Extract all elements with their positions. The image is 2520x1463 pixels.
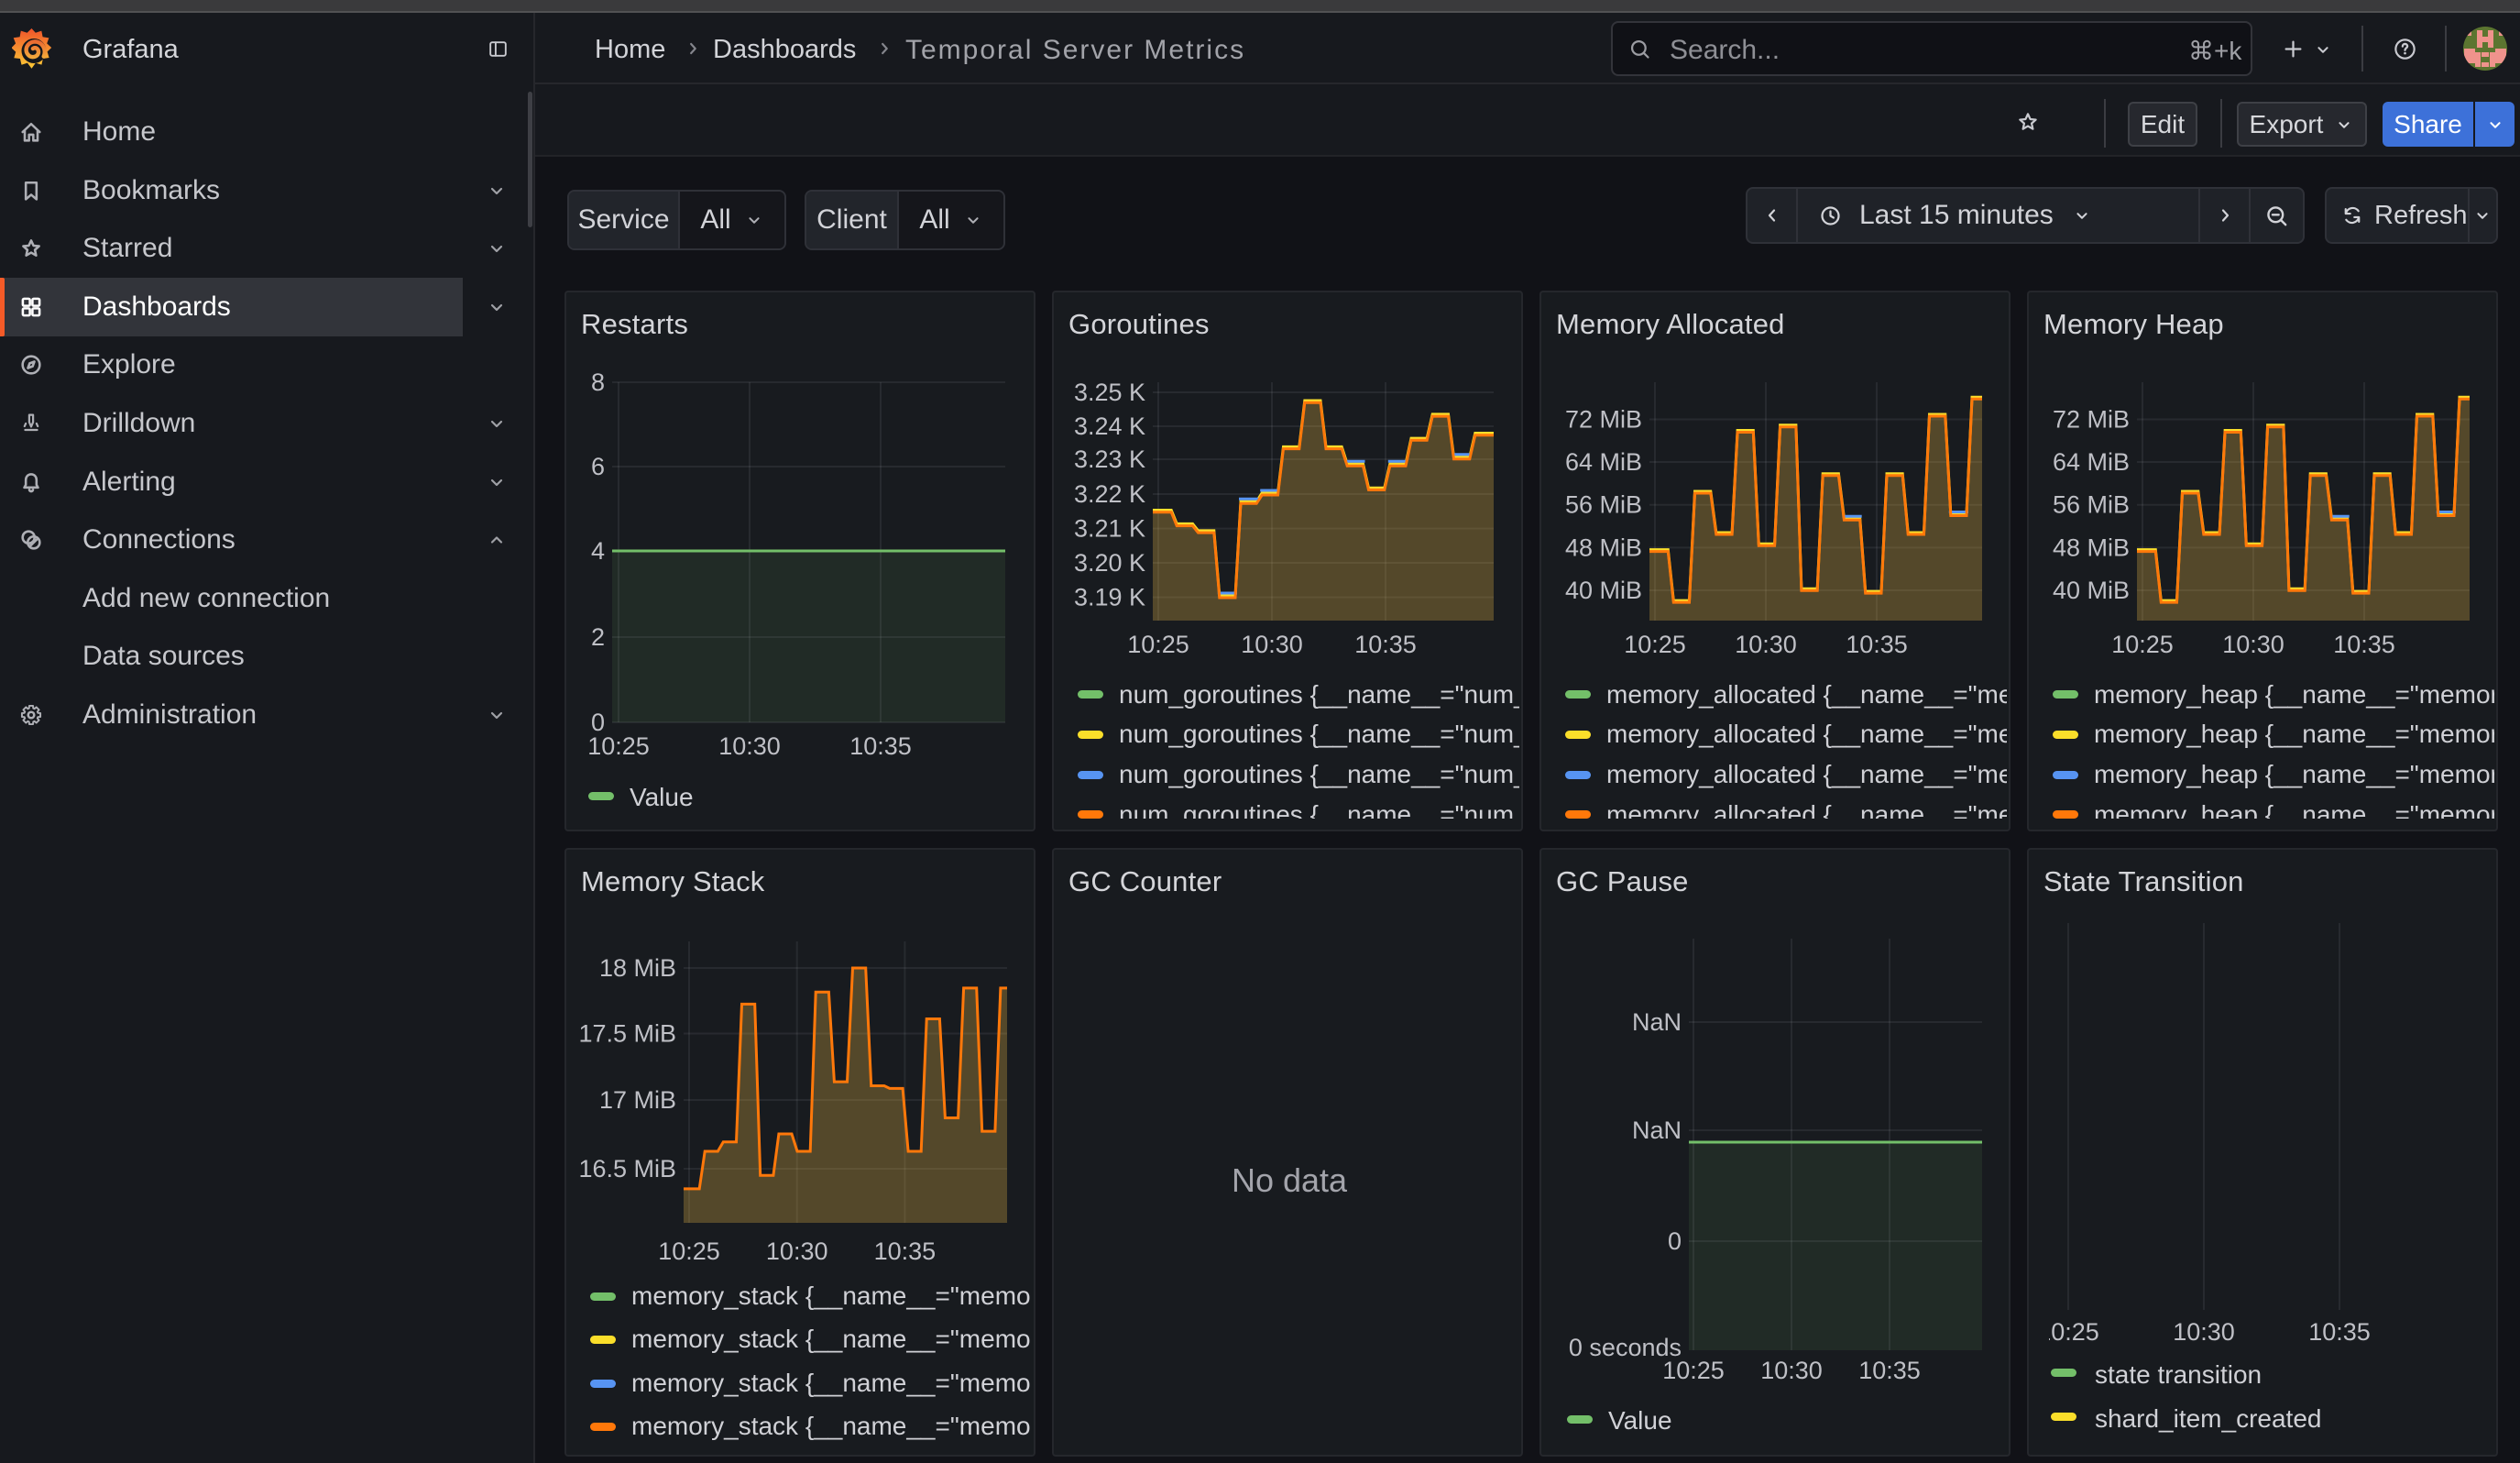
svg-text:3.24 K: 3.24 K (1074, 412, 1145, 440)
svg-text:40 MiB: 40 MiB (2053, 577, 2130, 604)
svg-text:48 MiB: 48 MiB (1565, 534, 1642, 561)
svg-text:17.5 MiB: 17.5 MiB (578, 1020, 676, 1048)
svg-text:56 MiB: 56 MiB (1565, 491, 1642, 519)
svg-text:shard_item_created: shard_item_created (2095, 1404, 2321, 1433)
svg-text:10:30: 10:30 (1735, 631, 1797, 658)
svg-text:40 MiB: 40 MiB (1565, 577, 1642, 604)
svg-text:10:35: 10:35 (1354, 631, 1417, 658)
svg-text:10:35: 10:35 (849, 732, 912, 760)
svg-text:6: 6 (591, 453, 605, 480)
svg-text:64 MiB: 64 MiB (2053, 448, 2130, 476)
svg-text:3.25 K: 3.25 K (1074, 379, 1145, 406)
svg-text:16.5 MiB: 16.5 MiB (578, 1155, 676, 1182)
svg-text:NaN: NaN (1632, 1116, 1682, 1144)
svg-text:3.20 K: 3.20 K (1074, 549, 1145, 577)
svg-text:10:30: 10:30 (1760, 1357, 1823, 1384)
svg-text:0: 0 (591, 709, 605, 736)
svg-text:10:35: 10:35 (1858, 1357, 1921, 1384)
svg-text:17 MiB: 17 MiB (599, 1086, 676, 1114)
svg-text:64 MiB: 64 MiB (1565, 448, 1642, 476)
svg-text:2: 2 (591, 623, 605, 651)
svg-text:10:30: 10:30 (1241, 631, 1303, 658)
svg-text:10:30: 10:30 (2173, 1318, 2235, 1346)
svg-text:10:30: 10:30 (2222, 631, 2284, 658)
svg-text:Value: Value (630, 783, 694, 811)
svg-text:10:30: 10:30 (766, 1238, 828, 1265)
svg-text:0 seconds: 0 seconds (1569, 1334, 1682, 1361)
svg-text:state transition: state transition (2095, 1360, 2262, 1389)
svg-text:10:35: 10:35 (1846, 631, 1908, 658)
svg-text:10:25: 10:25 (2037, 1318, 2099, 1346)
svg-text:4: 4 (591, 537, 605, 565)
svg-text:72 MiB: 72 MiB (1565, 406, 1642, 434)
svg-text:18 MiB: 18 MiB (599, 954, 676, 982)
svg-text:10:25: 10:25 (1662, 1357, 1725, 1384)
svg-text:NaN: NaN (1632, 1008, 1682, 1036)
svg-text:10:35: 10:35 (874, 1238, 937, 1265)
svg-text:10:30: 10:30 (718, 732, 781, 760)
svg-text:3.21 K: 3.21 K (1074, 515, 1145, 543)
svg-text:56 MiB: 56 MiB (2053, 491, 2130, 519)
svg-text:72 MiB: 72 MiB (2053, 406, 2130, 434)
svg-text:10:25: 10:25 (1624, 631, 1686, 658)
svg-text:3.19 K: 3.19 K (1074, 584, 1145, 611)
svg-text:10:25: 10:25 (2111, 631, 2174, 658)
svg-text:10:25: 10:25 (658, 1238, 720, 1265)
svg-text:48 MiB: 48 MiB (2053, 534, 2130, 561)
svg-text:10:35: 10:35 (2308, 1318, 2371, 1346)
svg-text:0: 0 (1668, 1227, 1682, 1255)
svg-text:10:25: 10:25 (587, 732, 650, 760)
svg-text:3.22 K: 3.22 K (1074, 480, 1145, 508)
svg-text:10:25: 10:25 (1127, 631, 1189, 658)
svg-text:Value: Value (1608, 1406, 1672, 1435)
svg-text:3.23 K: 3.23 K (1074, 446, 1145, 473)
svg-text:8: 8 (591, 368, 605, 396)
svg-text:10:35: 10:35 (2333, 631, 2395, 658)
